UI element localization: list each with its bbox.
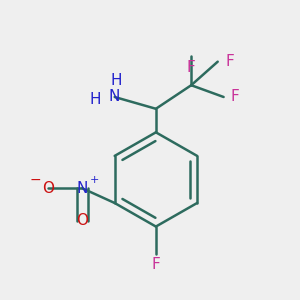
Text: −: − [29,172,41,186]
Text: N: N [109,89,120,104]
Text: O: O [76,213,88,228]
Text: F: F [187,60,196,75]
Text: O: O [42,181,54,196]
Text: N: N [76,181,88,196]
Text: +: + [89,175,99,185]
Text: H: H [90,92,101,107]
Text: F: F [152,256,160,272]
Text: F: F [225,54,234,69]
Text: H: H [110,73,122,88]
Text: F: F [231,89,240,104]
